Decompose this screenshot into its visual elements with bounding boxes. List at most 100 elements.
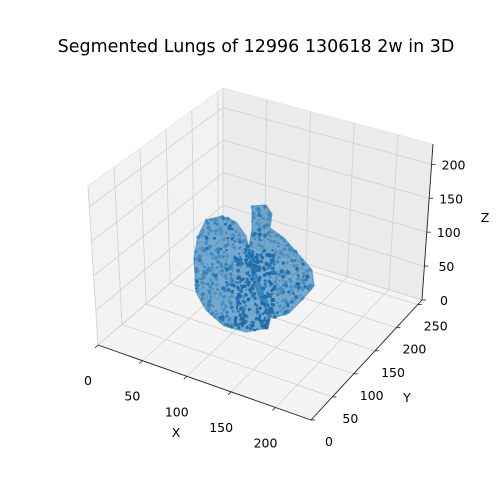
- lung-point: [204, 219, 208, 222]
- lung-point: [279, 251, 282, 255]
- lung-point: [203, 272, 207, 276]
- lung-point: [272, 286, 276, 291]
- lung-point: [207, 302, 212, 306]
- lung-point: [208, 226, 211, 229]
- lung-point: [251, 231, 254, 234]
- lung-point: [221, 215, 224, 219]
- lung-point: [202, 269, 206, 274]
- lung-point: [212, 271, 215, 274]
- lung-point: [244, 261, 248, 265]
- lung-point: [257, 212, 260, 216]
- lung-point: [283, 271, 286, 275]
- lung-point: [271, 249, 273, 251]
- lung-point: [260, 226, 263, 229]
- lung-point: [208, 228, 213, 233]
- lung-point: [242, 319, 245, 322]
- lung-point: [251, 257, 255, 261]
- lung-point: [223, 266, 226, 270]
- lung-point: [220, 313, 225, 318]
- lung-point: [224, 259, 228, 262]
- lung-point: [199, 260, 202, 263]
- lung-point: [251, 251, 254, 254]
- lung-point: [205, 272, 209, 275]
- lung-point: [309, 287, 313, 290]
- lung-point: [228, 317, 231, 320]
- lung-point: [278, 304, 282, 308]
- lung-point: [203, 265, 207, 269]
- lung-point: [265, 237, 267, 239]
- lung-point: [241, 324, 244, 328]
- lung-point: [224, 251, 227, 254]
- lung-point: [279, 291, 282, 295]
- lung-point: [217, 250, 220, 254]
- x-gridline-back: [388, 134, 399, 290]
- lung-point: [238, 240, 242, 244]
- lung-point: [223, 322, 227, 326]
- lung-point: [200, 250, 203, 253]
- lung-point: [216, 251, 220, 255]
- lung-point: [258, 218, 261, 221]
- lung-point: [264, 285, 267, 288]
- lung-point: [273, 235, 276, 238]
- lung-point: [253, 259, 257, 264]
- lung-point: [206, 303, 211, 308]
- lung-point: [209, 217, 213, 222]
- lung-point: [193, 257, 198, 261]
- lung-point: [220, 305, 223, 308]
- lung-point: [208, 266, 211, 269]
- lung-point: [261, 298, 263, 301]
- lung-point: [217, 295, 220, 298]
- lung-point: [267, 315, 271, 318]
- lung-point: [290, 250, 293, 253]
- lung-point: [247, 270, 250, 274]
- lung-point: [208, 245, 212, 248]
- lung-point: [307, 268, 311, 272]
- lung-point: [267, 267, 269, 270]
- lung-point: [236, 310, 240, 313]
- lung-point: [254, 255, 258, 259]
- lung-point: [200, 293, 205, 297]
- lung-point: [249, 240, 253, 245]
- lung-point: [238, 313, 243, 317]
- lung-point: [201, 273, 204, 276]
- lung-point: [207, 299, 211, 304]
- lung-point: [262, 267, 267, 272]
- lung-point: [260, 222, 263, 225]
- lung-point: [262, 248, 267, 253]
- lung-point: [195, 270, 198, 273]
- x-gridline-back: [305, 111, 311, 264]
- lung-point: [265, 319, 270, 324]
- lung-point: [281, 253, 285, 257]
- y-gridline-floor: [121, 324, 333, 398]
- lung-point: [277, 272, 282, 277]
- lung-point: [238, 239, 242, 243]
- lung-point: [225, 277, 229, 281]
- lung-point: [226, 253, 229, 256]
- lung-point: [211, 273, 214, 276]
- lung-point: [290, 288, 295, 293]
- lung-point: [272, 262, 276, 266]
- lung-point: [260, 300, 264, 305]
- lung-point: [235, 305, 239, 309]
- lung-point: [211, 312, 214, 314]
- lung-point: [251, 287, 255, 291]
- lung-point: [269, 310, 271, 313]
- lung-point: [284, 248, 287, 251]
- lung-point: [291, 260, 294, 263]
- lung-point: [205, 221, 209, 225]
- lung-point: [226, 318, 231, 323]
- x-gridline-back: [346, 122, 355, 277]
- x-tick-mark: [139, 360, 143, 364]
- z-tick-label: 0: [440, 293, 448, 308]
- lung-point: [241, 290, 244, 293]
- lung-point: [195, 235, 200, 240]
- lung-point: [223, 289, 226, 293]
- lung-point: [225, 283, 230, 287]
- lung-point: [229, 321, 234, 326]
- lung-point: [284, 301, 289, 306]
- lung-point: [281, 261, 286, 265]
- lung-point: [269, 276, 272, 279]
- lung-point: [296, 289, 300, 293]
- lung-point: [241, 241, 244, 243]
- lung-point: [205, 270, 209, 274]
